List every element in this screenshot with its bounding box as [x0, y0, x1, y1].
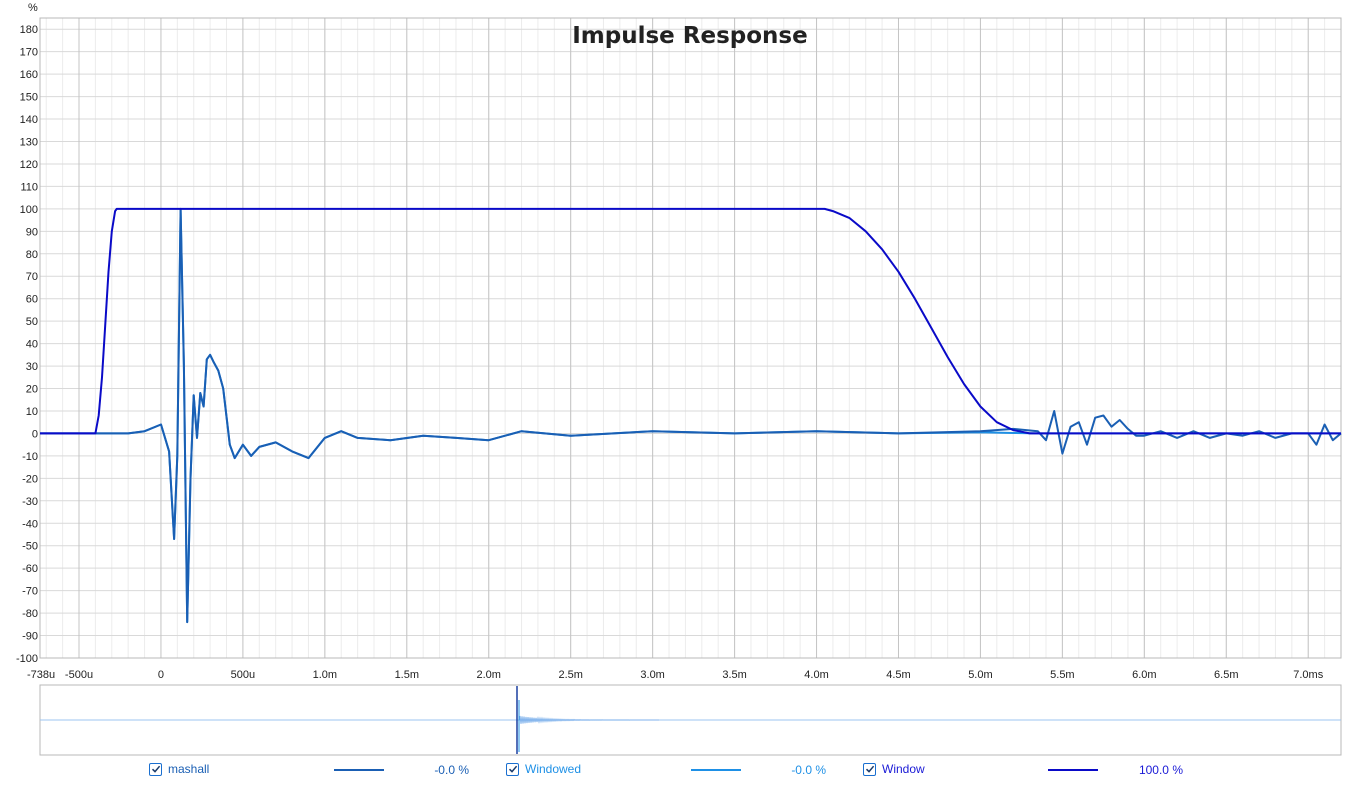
overview-decay-trace [519, 715, 659, 724]
x-tick-label: 6.5m [1214, 669, 1238, 681]
impulse-response-chart: 1801701601501401301201101009080706050403… [16, 2, 1342, 756]
y-tick-label: 70 [26, 271, 38, 283]
x-tick-label: 3.5m [722, 669, 746, 681]
legend-item-window[interactable]: Window [863, 762, 925, 776]
y-tick-label: -60 [22, 563, 38, 575]
y-tick-label: -10 [22, 451, 38, 463]
y-tick-label: -40 [22, 518, 38, 530]
y-tick-label: 130 [20, 137, 38, 149]
legend-line-swatch [334, 769, 384, 771]
checkbox-checked-icon[interactable] [863, 762, 876, 776]
x-tick-label: 2.5m [558, 669, 582, 681]
y-axis-unit-label: % [28, 2, 38, 14]
x-tick-label: 5.5m [1050, 669, 1074, 681]
legend-name: mashall [168, 762, 210, 776]
x-tick-label: 6.0m [1132, 669, 1156, 681]
minor-gridlines [45, 18, 1342, 658]
series-line-windowed [40, 207, 1341, 624]
legend-line-swatch [691, 769, 741, 771]
major-gridlines [39, 18, 1341, 659]
x-tick-label: 3.0m [640, 669, 664, 681]
checkbox-checked-icon[interactable] [149, 762, 162, 776]
legend-bar: mashall -0.0 % Windowed -0.0 % Window 10… [0, 758, 1361, 782]
y-tick-label: 140 [20, 114, 38, 126]
y-tick-label: 10 [26, 406, 38, 418]
y-tick-label: 0 [32, 428, 38, 440]
x-tick-label: 0 [158, 669, 164, 681]
series-line-mashall [40, 207, 1342, 624]
x-tick-label: -500u [65, 669, 93, 681]
y-tick-label: -100 [16, 653, 38, 665]
legend-name: Windowed [525, 762, 582, 776]
series-line-window [40, 207, 1341, 435]
y-tick-label: 170 [20, 47, 38, 59]
x-tick-label: 4.0m [804, 669, 828, 681]
legend-item-mashall[interactable]: mashall [149, 762, 209, 776]
legend-item-windowed[interactable]: Windowed [506, 762, 581, 776]
x-axis-ticks: -738u -500u 0 500u 1.0m 1.5m 2.0m 2.5m 3.0m 3.5m 4… [27, 669, 1324, 681]
y-tick-label: 40 [26, 339, 38, 351]
legend-value: -0.0 % [791, 763, 826, 777]
y-tick-label: -70 [22, 586, 38, 598]
series-lines [40, 207, 1342, 624]
y-tick-label: -20 [22, 473, 38, 485]
y-tick-label: 90 [26, 226, 38, 238]
y-tick-label: -50 [22, 541, 38, 553]
y-tick-label: 110 [20, 181, 38, 193]
y-tick-label: -80 [22, 608, 38, 620]
plot-frame [39, 17, 1342, 659]
chart-title: Impulse Response [572, 23, 807, 49]
y-tick-label: 20 [26, 384, 38, 396]
legend-value: 100.0 % [1138, 763, 1183, 777]
legend-line-swatch [1048, 769, 1098, 771]
x-tick-label: 1.5m [395, 669, 419, 681]
x-tick-label: 2.0m [477, 669, 501, 681]
y-tick-label: 120 [20, 159, 38, 171]
y-tick-label: -90 [22, 631, 38, 643]
x-tick-label: 500u [231, 669, 255, 681]
y-tick-label: 50 [26, 316, 38, 328]
y-tick-label: 30 [26, 361, 38, 373]
y-axis-ticks: 1801701601501401301201101009080706050403… [16, 24, 38, 665]
x-tick-label: 4.5m [886, 669, 910, 681]
y-tick-label: 180 [20, 24, 38, 36]
x-tick-label: -738u [27, 669, 55, 681]
y-tick-label: -30 [22, 496, 38, 508]
legend-name: Window [882, 762, 925, 776]
checkbox-checked-icon[interactable] [506, 762, 519, 776]
x-tick-label: 7.0ms [1293, 669, 1323, 681]
y-tick-label: 150 [20, 92, 38, 104]
legend-value: -0.0 % [434, 763, 469, 777]
y-tick-label: 60 [26, 294, 38, 306]
x-tick-label: 5.0m [968, 669, 992, 681]
x-tick-label: 1.0m [313, 669, 337, 681]
overview-strip[interactable] [39, 684, 1342, 756]
y-tick-label: 80 [26, 249, 38, 261]
overview-trace [516, 686, 659, 754]
y-tick-label: 100 [20, 204, 38, 216]
y-tick-label: 160 [20, 69, 38, 81]
